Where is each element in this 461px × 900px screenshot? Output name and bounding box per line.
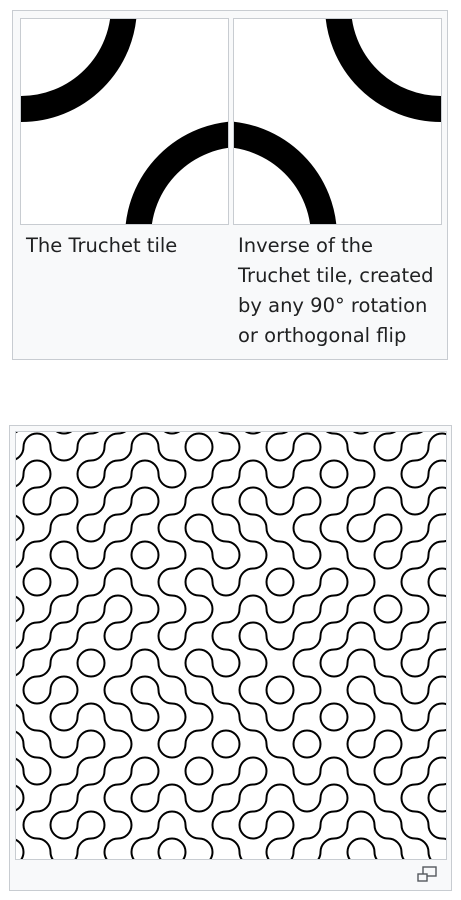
tile-arc-bottom-left (234, 121, 337, 224)
tile-arc-top-left (21, 19, 137, 122)
truchet-pattern-graphic (16, 432, 446, 859)
tile-arc-bottom-right (125, 121, 228, 224)
inverse-truchet-tile-graphic (234, 19, 441, 224)
truchet-arcs (16, 432, 446, 859)
tile-caption: The Truchet tile (26, 234, 178, 257)
truchet-tile-image[interactable] (20, 18, 229, 225)
inverse-tile-caption: Inverse of the Truchet tile, created by … (238, 234, 434, 347)
truchet-pattern-figure (9, 425, 452, 891)
enlarge-icon[interactable] (416, 866, 438, 882)
tile-gallery: The Truchet tile Inverse of the Truchet … (12, 10, 448, 360)
truchet-tile-graphic (21, 19, 228, 224)
inverse-truchet-tile-image[interactable] (233, 18, 442, 225)
tile-arc-top-right (325, 19, 441, 122)
truchet-pattern-image[interactable] (15, 431, 447, 860)
